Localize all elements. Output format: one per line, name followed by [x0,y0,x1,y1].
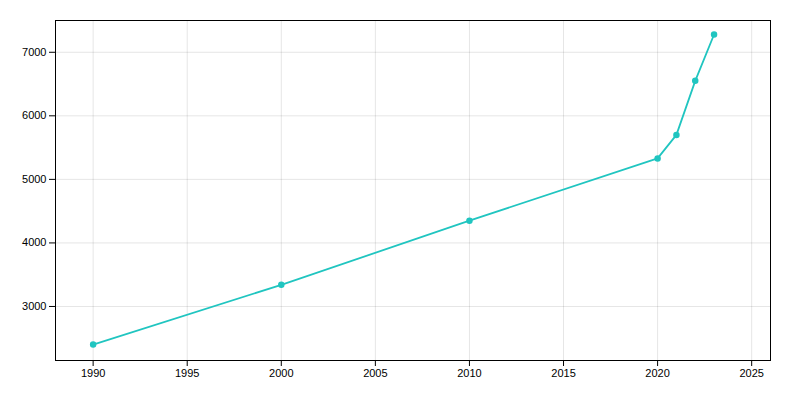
svg-text:5000: 5000 [22,173,46,185]
svg-text:1990: 1990 [81,367,105,379]
svg-text:2015: 2015 [551,367,575,379]
svg-text:6000: 6000 [22,109,46,121]
svg-text:2020: 2020 [645,367,669,379]
svg-text:4000: 4000 [22,236,46,248]
svg-text:2010: 2010 [457,367,481,379]
svg-text:2000: 2000 [269,367,293,379]
svg-text:1995: 1995 [175,367,199,379]
svg-text:3000: 3000 [22,300,46,312]
svg-text:2005: 2005 [363,367,387,379]
svg-text:7000: 7000 [22,46,46,58]
svg-text:2025: 2025 [739,367,763,379]
